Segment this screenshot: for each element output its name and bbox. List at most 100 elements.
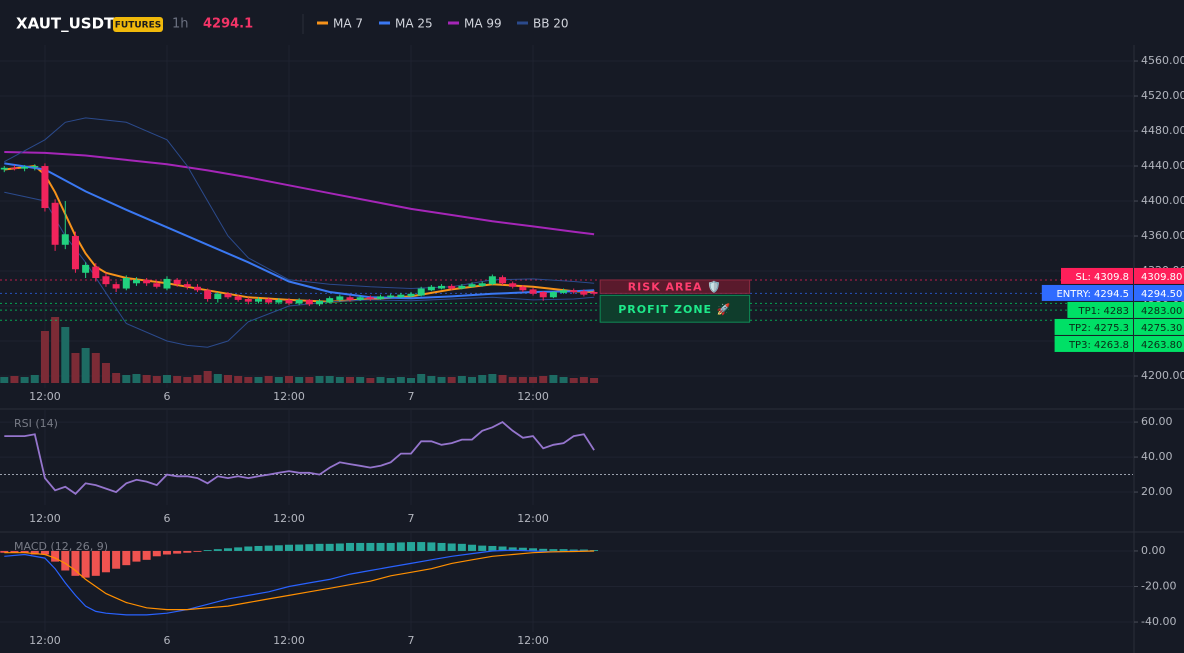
volume-bar xyxy=(91,353,100,383)
y-tick-label: 40.00 xyxy=(1141,450,1173,463)
histogram-bar xyxy=(223,548,232,551)
volume-bar xyxy=(590,378,599,383)
candle-body xyxy=(326,298,334,303)
histogram-bar xyxy=(213,549,222,551)
candle-body xyxy=(92,266,100,279)
x-tick-label: 6 xyxy=(163,512,170,525)
candle-body xyxy=(163,278,171,289)
candle-body xyxy=(387,295,395,298)
volume-bar xyxy=(498,375,507,383)
x-tick-label: 7 xyxy=(408,512,415,525)
histogram-bar xyxy=(101,550,110,573)
risk-label: RISK AREA 🛡️ xyxy=(628,281,722,294)
histogram-bar xyxy=(386,542,395,551)
volume-bar xyxy=(447,377,456,383)
histogram-bar xyxy=(437,542,446,551)
volume-bar xyxy=(396,377,405,383)
candle-body xyxy=(346,297,354,300)
symbol: XAUT_USDT xyxy=(16,15,115,33)
candle-body xyxy=(61,234,69,245)
volume-bar xyxy=(468,377,477,383)
histogram-bar xyxy=(488,545,497,551)
candle-body xyxy=(244,299,252,302)
volume-bar xyxy=(457,376,466,383)
volume-bar xyxy=(20,377,29,383)
histogram-bar xyxy=(193,550,202,552)
volume-bar xyxy=(61,327,70,383)
volume-bar xyxy=(234,376,243,383)
histogram-bar xyxy=(112,550,121,569)
y-tick-label: -40.00 xyxy=(1141,615,1176,628)
y-tick-label: 4520.00 xyxy=(1141,89,1184,102)
histogram-bar xyxy=(173,550,182,554)
candle-body xyxy=(336,296,344,300)
volume-bar xyxy=(142,375,151,383)
volume-bar xyxy=(203,371,212,383)
volume-bar xyxy=(417,374,426,383)
volume-bar xyxy=(305,377,314,383)
histogram-bar xyxy=(559,549,568,551)
volume-bar xyxy=(30,375,39,383)
level-tag xyxy=(1067,301,1133,318)
histogram-bar xyxy=(539,548,548,551)
x-tick-label: 12:00 xyxy=(517,634,549,647)
legend-label: BB 20 xyxy=(533,17,569,31)
x-tick-label: 12:00 xyxy=(29,390,61,403)
volume-bar xyxy=(213,374,222,383)
panel-title: RSI (14) xyxy=(14,417,58,430)
level-axis-label: 4283.00 xyxy=(1141,306,1182,317)
x-tick-label: 12:00 xyxy=(273,390,305,403)
histogram-bar xyxy=(407,542,416,551)
candle-body xyxy=(193,286,201,291)
histogram-bar xyxy=(478,545,487,551)
legend-label: MA 99 xyxy=(464,17,502,31)
volume-bar xyxy=(549,375,558,383)
histogram-bar xyxy=(152,550,161,557)
volume-bar xyxy=(478,375,487,383)
histogram-bar xyxy=(518,547,527,551)
level-tag xyxy=(1041,284,1133,301)
histogram-bar xyxy=(447,543,456,551)
histogram-bar xyxy=(234,547,243,551)
x-tick-label: 6 xyxy=(163,390,170,403)
candle-body xyxy=(21,166,29,169)
histogram-bar xyxy=(549,549,558,551)
market-badge xyxy=(113,17,163,32)
level-tag xyxy=(1054,318,1133,335)
candle-body xyxy=(204,290,212,300)
histogram-bar xyxy=(396,542,405,551)
risk-zone xyxy=(599,279,751,294)
volume-bar xyxy=(284,376,293,383)
candle-body xyxy=(590,292,598,294)
level-tag-label: TP1: 4283 xyxy=(1078,306,1130,317)
histogram-bar xyxy=(10,550,19,553)
histogram-bar xyxy=(61,550,70,571)
candle-body xyxy=(397,294,405,298)
candle-body xyxy=(224,293,232,298)
histogram-bar xyxy=(529,548,538,551)
profit-label: PROFIT ZONE 🚀 xyxy=(618,303,731,316)
candle-body xyxy=(499,277,507,284)
histogram-bar xyxy=(254,545,263,551)
volume-bar xyxy=(173,376,182,383)
candle-body xyxy=(132,279,140,284)
y-tick-label: 4360.00 xyxy=(1141,229,1184,242)
candle-body xyxy=(41,166,49,209)
volume-bar xyxy=(223,375,232,383)
candle-body xyxy=(102,276,110,285)
level-axis-tag xyxy=(1134,318,1184,335)
volume-bar xyxy=(529,377,538,383)
histogram-bar xyxy=(203,550,212,551)
histogram-bar xyxy=(244,546,253,551)
last-price: 4294.1 xyxy=(203,17,253,32)
level-axis-tag xyxy=(1134,301,1184,318)
level-tag xyxy=(1061,267,1133,284)
candle-body xyxy=(529,289,537,294)
volume-bar xyxy=(427,376,436,383)
candle-body xyxy=(438,285,446,289)
histogram-bar xyxy=(51,550,60,562)
level-axis-tag xyxy=(1134,284,1184,301)
candle-body xyxy=(539,292,547,298)
histogram-bar xyxy=(376,542,385,551)
legend-label: MA 7 xyxy=(333,17,363,31)
